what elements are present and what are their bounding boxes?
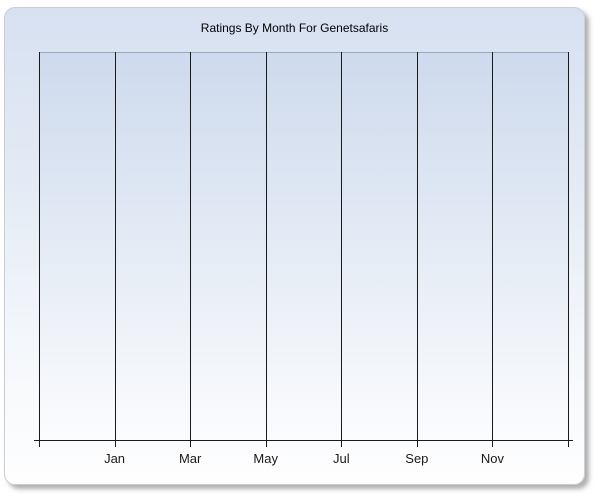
x-axis-line [34, 440, 573, 441]
x-axis-label-jan: Jan [104, 451, 126, 466]
x-axis-label-mar: Mar [178, 451, 202, 466]
x-axis-label-may: May [253, 451, 278, 466]
gridline [417, 52, 418, 447]
chart-panel: Ratings By Month For Genetsafaris Jan Mar… [4, 7, 585, 485]
x-axis-label-sep: Sep [405, 451, 429, 466]
gridline [190, 52, 191, 447]
chart-title: Ratings By Month For Genetsafaris [200, 21, 389, 35]
x-axis-label-nov: Nov [480, 451, 504, 466]
plot-right-border [568, 52, 569, 447]
plot-area [39, 52, 568, 440]
plot-left-border [39, 52, 40, 447]
gridline [266, 52, 267, 447]
gridline [492, 52, 493, 447]
gridline [341, 52, 342, 447]
gridline [115, 52, 116, 447]
x-axis-label-jul: Jul [332, 451, 350, 466]
